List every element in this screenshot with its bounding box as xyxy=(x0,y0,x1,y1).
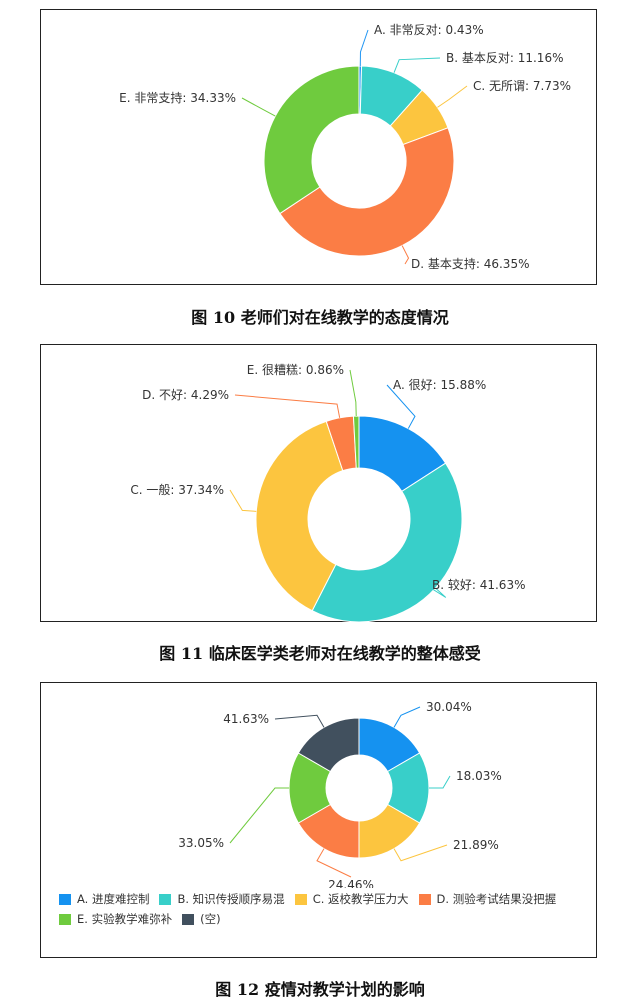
donut-slice xyxy=(263,65,360,215)
data-label: 21.89% xyxy=(453,838,499,852)
legend-item: (空) xyxy=(182,911,221,927)
label-leader-line xyxy=(229,787,289,844)
data-label: 30.04% xyxy=(426,700,472,714)
legend-label: E. 实验教学难弥补 xyxy=(77,912,173,926)
legend-swatch xyxy=(418,893,431,905)
label-leader-line xyxy=(393,844,448,862)
donut-chart-attitude: A. 非常反对: 0.43% B. 基本反对: 11.16% C. 无所谓: 7.7… xyxy=(119,23,571,271)
legend-item: D. 测验考试结果没把握 xyxy=(418,891,557,907)
chart-legend: A. 进度难控制 B. 知识传授顺序易混 C. 返校教学压力大 D. 测验考试结果没把… xyxy=(59,891,594,931)
data-label: C. 无所谓: 7.73% xyxy=(473,79,571,93)
data-label: 33.05% xyxy=(178,836,224,850)
legend-item: B. 知识传授顺序易混 xyxy=(159,891,285,907)
chart-panel-experience: A. 很好: 15.88% B. 较好: 41.63% C. 一般: 37.34% D… xyxy=(40,344,597,623)
label-leader-line xyxy=(234,394,341,418)
legend-label: (空) xyxy=(200,912,221,926)
donut-slice xyxy=(279,127,455,257)
data-label: A. 非常反对: 0.43% xyxy=(374,23,484,37)
label-leader-line xyxy=(316,848,352,878)
legend-label: C. 返校教学压力大 xyxy=(312,892,409,906)
label-leader-line xyxy=(229,489,257,512)
donut-chart-experience: A. 很好: 15.88% B. 较好: 41.63% C. 一般: 37.34% D… xyxy=(130,362,525,623)
figure-caption-12: 图 12 疫情对教学计划的影响 xyxy=(215,980,425,999)
data-label: A. 很好: 15.88% xyxy=(393,378,486,392)
chart-panel-teaching-plan: 30.04% 18.03% 21.89% 24.46% 33.05% 41.63% A. … xyxy=(40,682,597,958)
legend-swatch xyxy=(159,893,172,905)
label-leader-line xyxy=(393,706,421,728)
legend-label: D. 测验考试结果没把握 xyxy=(436,892,557,906)
label-leader-line xyxy=(393,57,441,73)
label-leader-line xyxy=(401,245,410,265)
label-leader-line xyxy=(274,714,325,728)
legend-label: B. 知识传授顺序易混 xyxy=(177,892,285,906)
data-label: 18.03% xyxy=(456,769,502,783)
data-label: B. 基本反对: 11.16% xyxy=(446,51,563,65)
legend-swatch xyxy=(294,893,307,905)
legend-item: C. 返校教学压力大 xyxy=(294,891,409,907)
data-label: E. 很糟糕: 0.86% xyxy=(247,362,344,377)
figure-caption-11: 图 11 临床医学类老师对在线教学的整体感受 xyxy=(159,644,481,663)
label-leader-line xyxy=(437,85,468,108)
data-label: B. 较好: 41.63% xyxy=(432,577,525,592)
donut-chart-teaching-plan: 30.04% 18.03% 21.89% 24.46% 33.05% 41.63% xyxy=(178,700,502,888)
legend-swatch xyxy=(59,893,71,905)
legend-swatch xyxy=(59,913,71,925)
data-label: D. 不好: 4.29% xyxy=(142,388,229,402)
data-label: E. 非常支持: 34.33% xyxy=(119,90,236,105)
label-leader-line xyxy=(241,97,276,117)
label-leader-line xyxy=(349,369,357,417)
legend-label: A. 进度难控制 xyxy=(77,892,150,906)
figure-caption-10: 图 10 老师们对在线教学的态度情况 xyxy=(191,308,449,327)
data-label: 41.63% xyxy=(223,712,269,726)
data-label: C. 一般: 37.34% xyxy=(130,482,224,497)
donut-slice xyxy=(352,415,360,469)
data-label: D. 基本支持: 46.35% xyxy=(411,256,529,271)
label-leader-line xyxy=(386,384,416,429)
label-leader-line xyxy=(429,775,451,789)
legend-swatch xyxy=(182,913,195,925)
donut-slice xyxy=(311,462,463,623)
label-leader-line xyxy=(425,584,447,598)
donut-slice xyxy=(255,420,344,612)
chart-panel-attitude: A. 非常反对: 0.43% B. 基本反对: 11.16% C. 无所谓: 7.7… xyxy=(40,9,597,285)
donut-slice xyxy=(297,717,360,773)
data-label: 24.46% xyxy=(328,878,374,888)
legend-item: E. 实验教学难弥补 xyxy=(59,911,172,927)
legend-item: A. 进度难控制 xyxy=(59,891,149,907)
label-leader-line xyxy=(359,29,369,67)
